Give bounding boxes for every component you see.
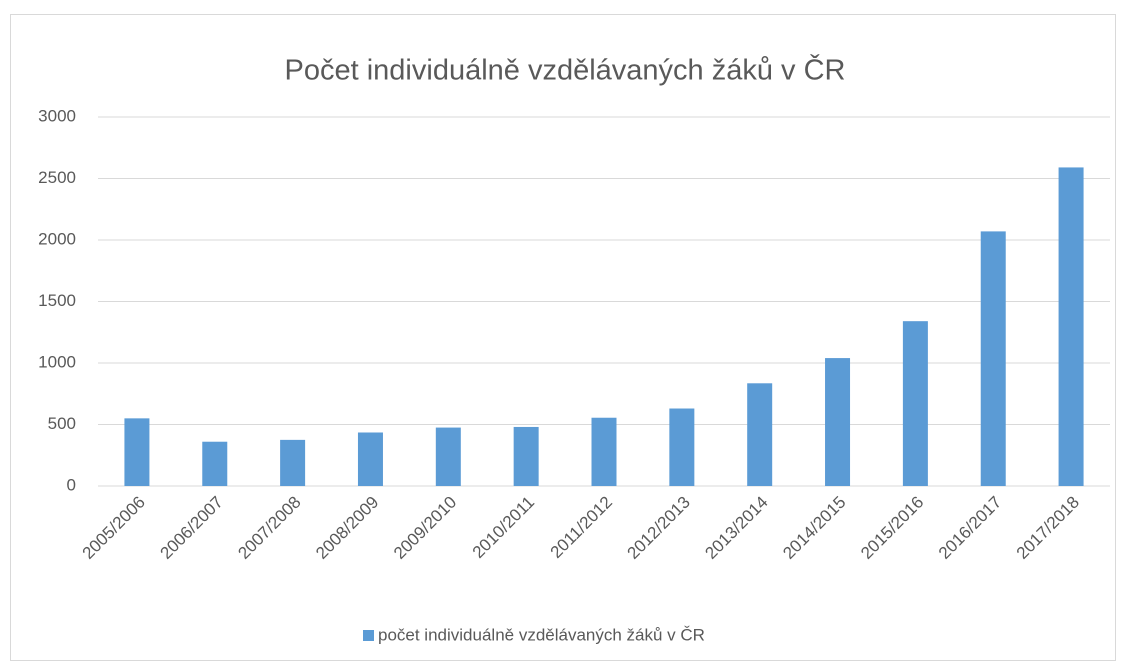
bar bbox=[202, 441, 228, 486]
bar bbox=[280, 439, 306, 486]
bar bbox=[591, 417, 617, 486]
y-tick-label: 3000 bbox=[38, 106, 76, 125]
bar bbox=[669, 408, 695, 486]
bar bbox=[513, 426, 539, 486]
y-tick-label: 1000 bbox=[38, 352, 76, 371]
bar bbox=[124, 418, 150, 486]
y-tick-label: 1500 bbox=[38, 291, 76, 310]
y-tick-label: 500 bbox=[48, 414, 76, 433]
legend-label: počet individuálně vzdělávaných žáků v Č… bbox=[378, 625, 705, 644]
bar bbox=[1058, 167, 1084, 486]
bar bbox=[357, 432, 383, 486]
y-tick-label: 0 bbox=[67, 475, 76, 494]
legend-swatch bbox=[363, 630, 374, 641]
bar bbox=[980, 231, 1006, 486]
bar bbox=[902, 321, 928, 486]
bar bbox=[747, 383, 773, 486]
y-tick-label: 2500 bbox=[38, 168, 76, 187]
chart-title: Počet individuálně vzdělávaných žáků v Č… bbox=[285, 53, 846, 87]
y-tick-label: 2000 bbox=[38, 229, 76, 248]
bar bbox=[435, 427, 461, 486]
chart-border bbox=[10, 14, 1116, 661]
bar bbox=[825, 358, 851, 486]
